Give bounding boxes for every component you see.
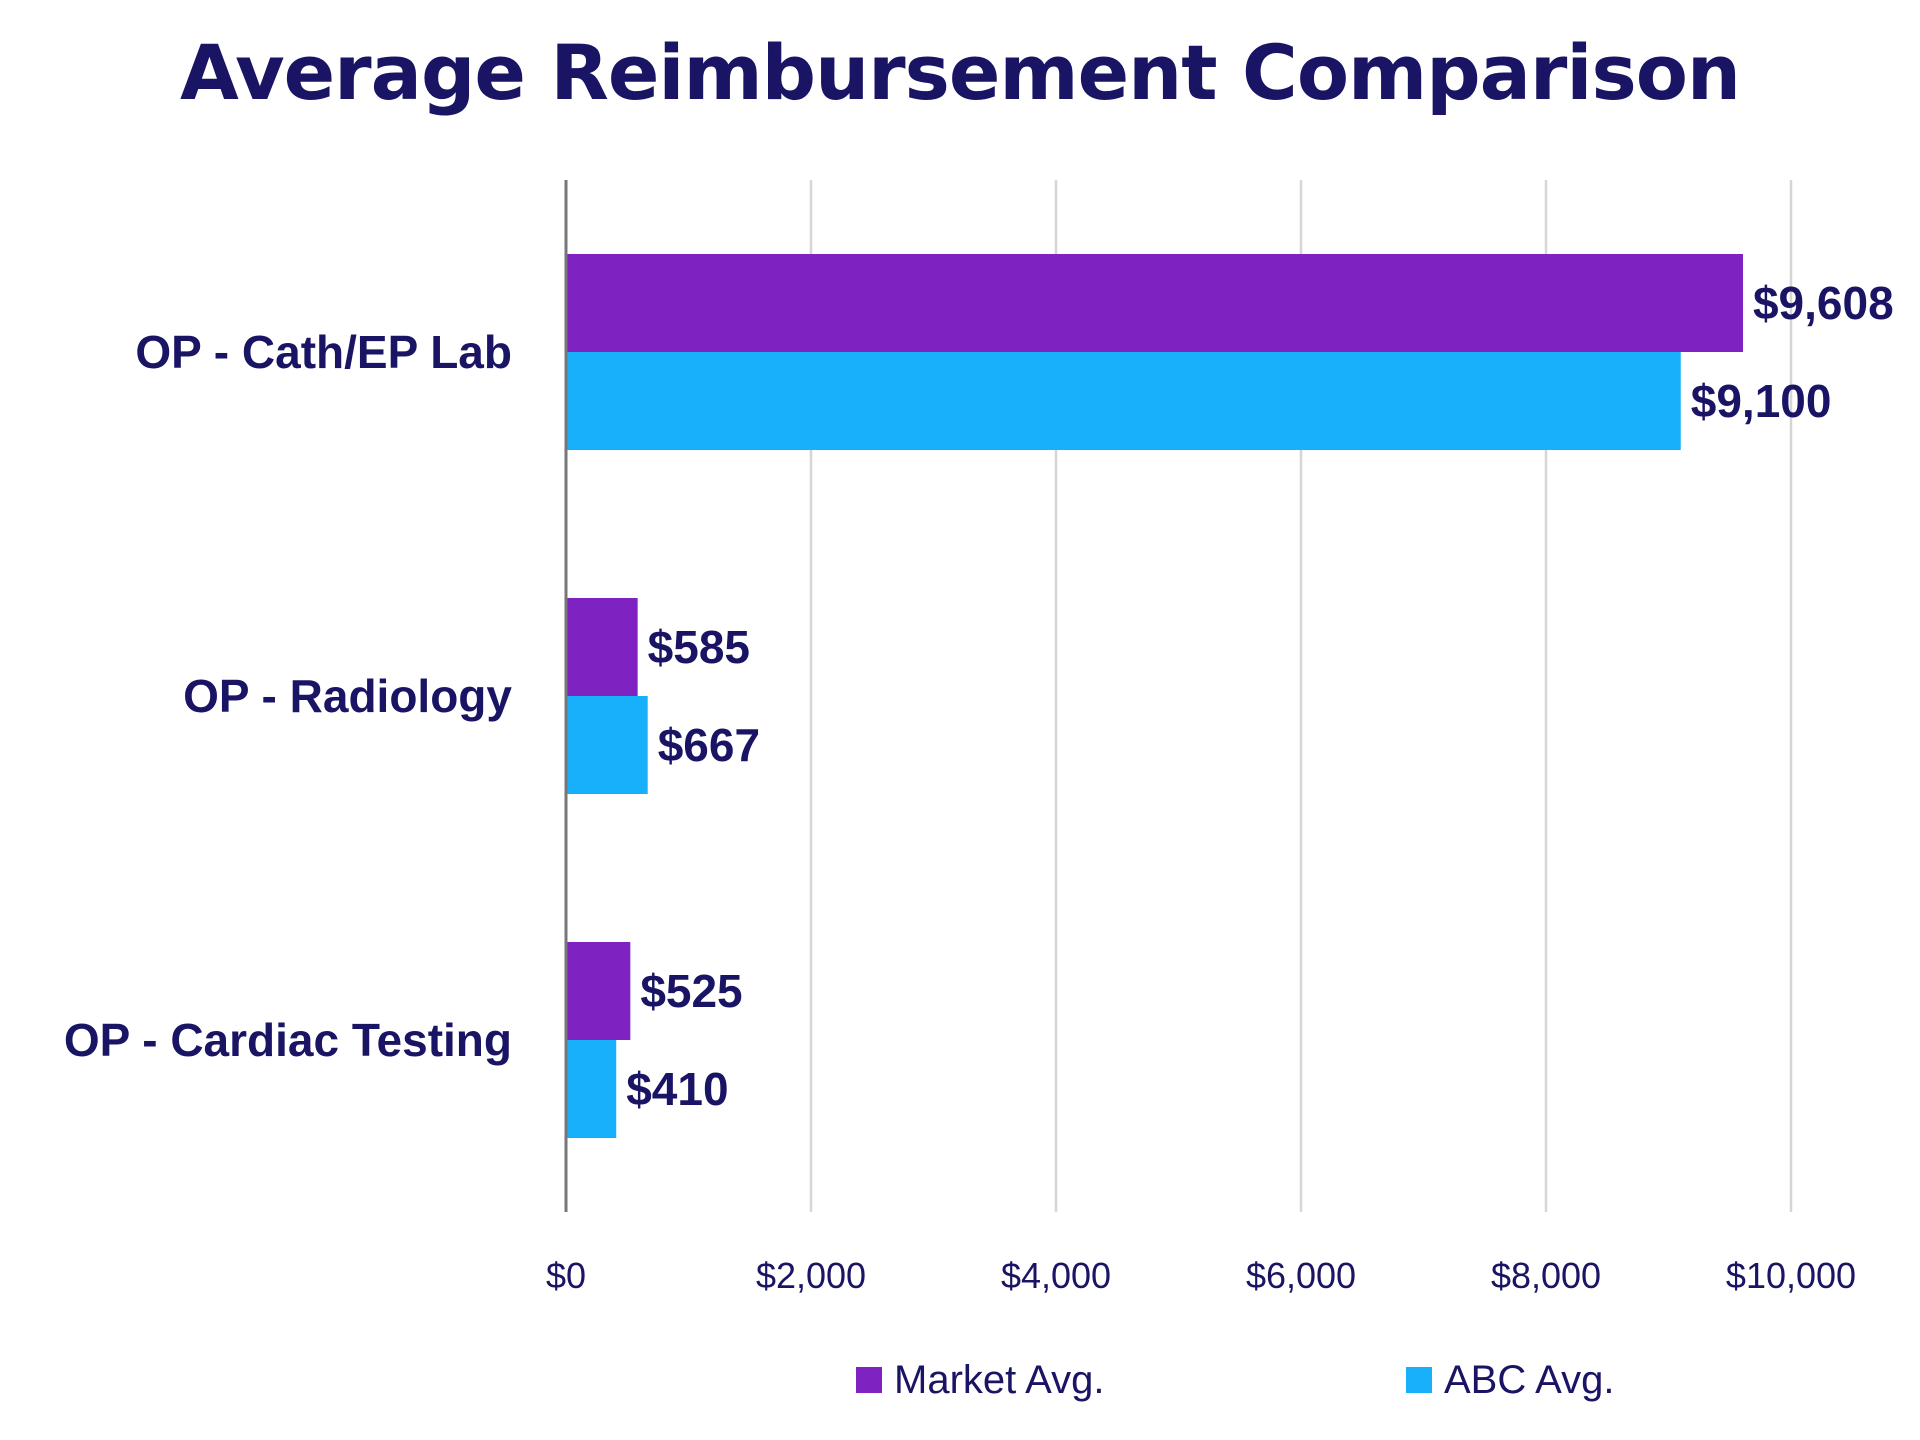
data-label: $525 bbox=[640, 965, 742, 1017]
data-label: $9,100 bbox=[1691, 375, 1832, 427]
x-tick-label: $8,000 bbox=[1491, 1255, 1601, 1296]
legend-swatch-market bbox=[856, 1367, 882, 1393]
bar bbox=[566, 942, 631, 1040]
data-label: $410 bbox=[626, 1063, 728, 1115]
category-label: OP - Cardiac Testing bbox=[64, 1014, 512, 1066]
category-label: OP - Cath/EP Lab bbox=[135, 326, 512, 378]
bar bbox=[566, 352, 1681, 450]
legend-label-abc: ABC Avg. bbox=[1444, 1357, 1615, 1402]
legend-item-abc: ABC Avg. bbox=[1406, 1350, 1614, 1410]
data-label: $667 bbox=[658, 719, 760, 771]
category-label: OP - Radiology bbox=[183, 670, 512, 722]
data-label: $585 bbox=[648, 621, 750, 673]
bar bbox=[566, 696, 648, 794]
bar bbox=[566, 598, 638, 696]
x-tick-label: $0 bbox=[546, 1255, 586, 1296]
bar bbox=[566, 254, 1743, 352]
x-tick-label: $4,000 bbox=[1001, 1255, 1111, 1296]
legend-swatch-abc bbox=[1406, 1367, 1432, 1393]
data-label: $9,608 bbox=[1753, 277, 1894, 329]
legend: Market Avg. ABC Avg. bbox=[0, 1350, 1920, 1410]
x-tick-label: $6,000 bbox=[1246, 1255, 1356, 1296]
data-labels: $9,608 $9,100 $585 $667 $525 $410 bbox=[626, 277, 1893, 1115]
legend-item-market: Market Avg. bbox=[856, 1350, 1104, 1410]
category-labels: OP - Cath/EP Lab OP - Radiology OP - Cardi… bbox=[64, 326, 513, 1066]
chart-title: Average Reimbursement Comparison bbox=[179, 28, 1741, 117]
x-tick-label: $2,000 bbox=[756, 1255, 866, 1296]
x-tick-label: $10,000 bbox=[1726, 1255, 1856, 1296]
bars bbox=[566, 254, 1743, 1138]
x-tick-labels: $0 $2,000 $4,000 $6,000 $8,000 $10,000 bbox=[546, 1255, 1856, 1296]
bar bbox=[566, 1040, 617, 1138]
legend-label-market: Market Avg. bbox=[894, 1357, 1105, 1402]
